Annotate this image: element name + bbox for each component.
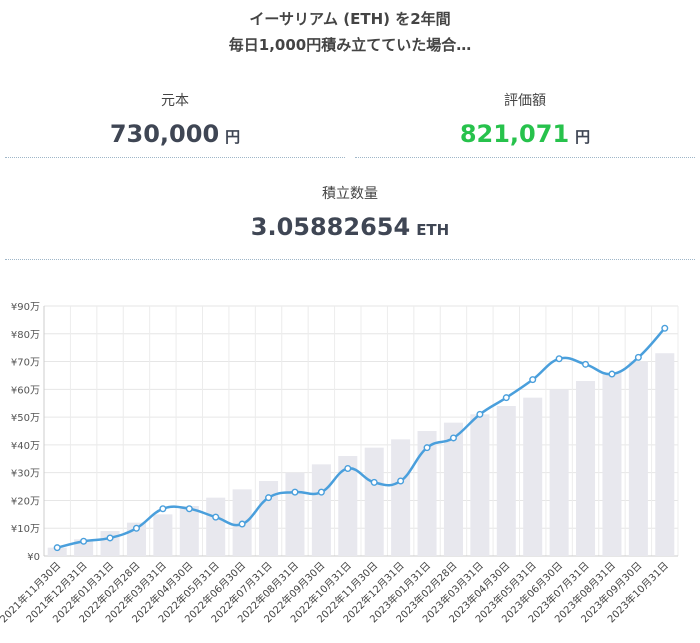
bar [206, 497, 226, 556]
quantity-unit: ETH [416, 221, 450, 239]
principal-label: 元本 [161, 93, 189, 109]
bar [311, 464, 331, 556]
bar [338, 456, 358, 556]
line-point [53, 544, 61, 552]
y-tick-label: ¥10万 [11, 524, 40, 535]
bar [443, 422, 463, 556]
divider [355, 157, 695, 158]
principal-unit: 円 [225, 128, 241, 146]
valuation-value-row: 821,071 円 [355, 120, 695, 148]
line-point [634, 353, 642, 361]
bar [655, 353, 675, 556]
y-tick-label: ¥90万 [11, 302, 40, 313]
bar [364, 447, 384, 556]
bar [523, 397, 543, 556]
bar [417, 431, 437, 556]
principal-stat: 元本 730,000 円 [5, 90, 345, 148]
accumulation-chart: ¥0¥10万¥20万¥30万¥40万¥50万¥60万¥70万¥80万¥90万20… [0, 302, 679, 625]
line-point [265, 494, 273, 502]
y-tick-label: ¥80万 [11, 330, 40, 341]
bar [576, 381, 596, 556]
line-point [159, 505, 167, 513]
line-point [106, 534, 114, 542]
bar [259, 481, 279, 556]
y-tick-label: ¥20万 [11, 496, 40, 507]
y-tick-label: ¥70万 [11, 358, 40, 369]
y-tick-label: ¥0 [27, 552, 40, 563]
page-subtitle: 毎日1,000円積み立てていた場合… [228, 36, 472, 54]
line-point [608, 370, 616, 378]
bar [47, 547, 67, 556]
y-tick-label: ¥60万 [11, 385, 40, 396]
line-point [212, 513, 220, 521]
quantity-value-row: 3.05882654 ETH [5, 213, 695, 241]
valuation-value: 821,071 [459, 120, 570, 148]
line-point [317, 488, 325, 496]
bar [285, 472, 305, 556]
line-point [238, 520, 246, 528]
divider [5, 259, 695, 260]
principal-value-row: 730,000 円 [5, 120, 345, 148]
line-point [582, 360, 590, 368]
bar [179, 506, 199, 556]
bar [153, 514, 173, 556]
line-point [555, 355, 563, 363]
line-point [344, 464, 352, 472]
line-point [661, 324, 669, 332]
valuation-unit: 円 [575, 128, 591, 146]
quantity-label: 積立数量 [322, 186, 378, 202]
bar [628, 361, 648, 556]
line-point [80, 537, 88, 545]
principal-value: 730,000 [109, 120, 220, 148]
quantity-value: 3.05882654 [250, 213, 411, 241]
bar [496, 406, 516, 556]
line-point [449, 434, 457, 442]
valuation-label: 評価額 [504, 93, 546, 109]
page-title: イーサリアム (ETH) を2年間 [249, 10, 451, 28]
divider [5, 157, 345, 158]
line-point [397, 477, 405, 485]
line-point [185, 505, 193, 513]
line-point [529, 376, 537, 384]
line-point [502, 394, 510, 402]
line-point [132, 524, 140, 532]
valuation-stat: 評価額 821,071 円 [355, 90, 695, 148]
bar [549, 389, 569, 556]
line-point [423, 444, 431, 452]
bar [602, 372, 622, 556]
y-tick-label: ¥30万 [11, 469, 40, 480]
line-point [476, 410, 484, 418]
bar [470, 414, 490, 556]
y-tick-label: ¥50万 [11, 413, 40, 424]
bar [391, 439, 411, 556]
line-point [370, 478, 378, 486]
y-tick-label: ¥40万 [11, 441, 40, 452]
line-point [291, 488, 299, 496]
quantity-stat: 積立数量 3.05882654 ETH [5, 183, 695, 241]
